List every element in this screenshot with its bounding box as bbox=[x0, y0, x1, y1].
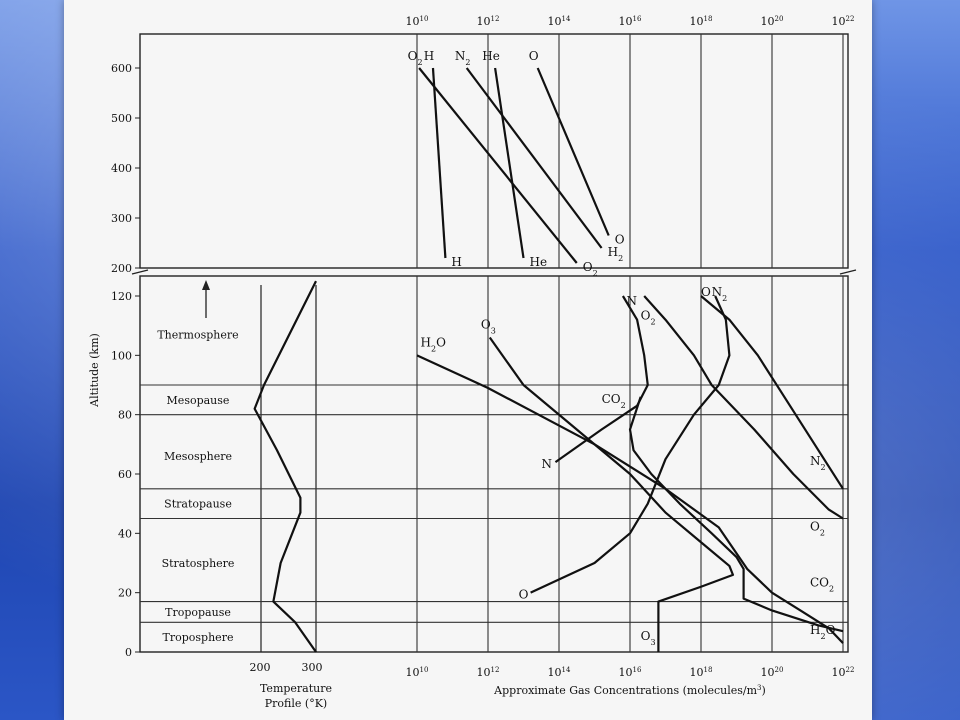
bottom-right-series-label: O2 bbox=[810, 519, 825, 537]
bottom-series-co2-line bbox=[628, 396, 844, 633]
chart-paper: 1010 1012 1014 1016 1018 1020 1022 600 500 400 300… bbox=[64, 0, 872, 720]
top-y-tick-label: 600 bbox=[111, 62, 132, 75]
bottom-right-series-label: O3 bbox=[641, 629, 656, 647]
top-y-tick-label: 200 bbox=[111, 262, 132, 275]
bottom-series-end-label: N bbox=[541, 457, 552, 471]
bottom-panel-frame bbox=[139, 275, 849, 653]
bottom-x-tick-label: 1020 bbox=[761, 666, 784, 679]
top-x-tick-label: 1018 bbox=[690, 15, 713, 28]
bottom-series-n-line bbox=[554, 295, 649, 464]
bottom-x-tick-label: 1022 bbox=[832, 666, 855, 679]
top-y-tick-label: 500 bbox=[111, 112, 132, 125]
top-series-h-line bbox=[431, 67, 447, 259]
temperature-axis-title: Profile (°K) bbox=[265, 697, 327, 710]
bottom-x-tick-label: 1018 bbox=[690, 666, 713, 679]
top-series-end-label: H2 bbox=[608, 245, 624, 263]
top-x-tick-label: 1022 bbox=[832, 15, 855, 28]
layer-label: Stratopause bbox=[164, 498, 232, 511]
axis-break-right bbox=[839, 269, 857, 275]
top-series-n2-line bbox=[465, 67, 603, 249]
layer-label: Mesopause bbox=[167, 394, 230, 407]
top-series-end-label: H bbox=[451, 255, 461, 269]
bottom-right-series-label: CO2 bbox=[810, 576, 834, 594]
top-series-o2-line bbox=[418, 67, 578, 264]
bottom-y-tick-label: 80 bbox=[118, 409, 132, 422]
temperature-tick-label: 200 bbox=[250, 661, 271, 674]
bottom-series-n2-line bbox=[700, 295, 844, 490]
top-x-tick-label: 1014 bbox=[548, 15, 571, 28]
top-series-end-label: O bbox=[615, 233, 625, 247]
bottom-x-tick-label: 1010 bbox=[406, 666, 429, 679]
bottom-series-o2-line bbox=[643, 295, 844, 520]
bottom-series-label: O3 bbox=[481, 318, 496, 336]
bottom-y-tick-label: 60 bbox=[118, 468, 132, 481]
layer-label: Troposphere bbox=[163, 631, 234, 644]
top-panel-frame bbox=[139, 33, 849, 269]
bottom-y-tick-label: 20 bbox=[118, 587, 132, 600]
bottom-x-tick-label: 1012 bbox=[477, 666, 500, 679]
bottom-series-label: CO2 bbox=[602, 392, 626, 410]
top-series-start-label: H bbox=[424, 49, 434, 63]
bottom-x-axis-title: Approximate Gas Concentrations (molecule… bbox=[493, 684, 766, 697]
bottom-series-label: N2 bbox=[712, 285, 728, 303]
top-series-start-label: N2 bbox=[455, 49, 471, 67]
bottom-series-label: H2O bbox=[421, 335, 447, 353]
bottom-series-o3-line bbox=[488, 336, 735, 652]
layer-label: Stratosphere bbox=[162, 557, 235, 570]
top-x-tick-label: 1012 bbox=[477, 15, 500, 28]
top-series-start-label: O bbox=[529, 49, 539, 63]
top-x-tick-label: 1016 bbox=[619, 15, 642, 28]
atmosphere-chart: 1010 1012 1014 1016 1018 1020 1022600500400300… bbox=[88, 15, 857, 710]
temperature-profile-line bbox=[253, 280, 317, 653]
top-y-tick-label: 300 bbox=[111, 212, 132, 225]
top-series-end-label: He bbox=[530, 255, 548, 269]
top-x-tick-label: 1010 bbox=[406, 15, 429, 28]
top-series-o-line bbox=[536, 67, 610, 236]
temperature-axis-title: Temperature bbox=[260, 682, 332, 695]
bottom-series-o-line bbox=[530, 295, 731, 594]
bottom-right-series-label: H2O bbox=[810, 623, 836, 641]
axis-break-left bbox=[131, 269, 149, 275]
top-series-he-line bbox=[494, 67, 525, 259]
top-series-end-label: O2 bbox=[583, 260, 598, 278]
bottom-series-label: O2 bbox=[641, 309, 656, 327]
top-x-tick-label: 1020 bbox=[761, 15, 784, 28]
temperature-tick-label: 300 bbox=[302, 661, 323, 674]
upward-arrow-head bbox=[202, 280, 210, 290]
bottom-y-tick-label: 100 bbox=[111, 349, 132, 362]
top-y-tick-label: 400 bbox=[111, 162, 132, 175]
top-series-start-label: He bbox=[482, 49, 500, 63]
bottom-right-series-label: N2 bbox=[810, 454, 826, 472]
bottom-y-tick-label: 120 bbox=[111, 290, 132, 303]
bottom-series-h2o-line bbox=[416, 354, 844, 644]
bottom-x-tick-label: 1014 bbox=[548, 666, 571, 679]
bottom-y-tick-label: 0 bbox=[125, 646, 132, 659]
bottom-series-end-label: O bbox=[519, 588, 529, 602]
layer-label: Mesosphere bbox=[164, 450, 232, 463]
bottom-y-tick-label: 40 bbox=[118, 527, 132, 540]
bottom-series-label: O bbox=[701, 285, 711, 299]
layer-label: Thermosphere bbox=[157, 329, 238, 342]
layer-label: Tropopause bbox=[165, 606, 231, 619]
bottom-x-tick-label: 1016 bbox=[619, 666, 642, 679]
bottom-y-axis-title: Altitude (km) bbox=[88, 333, 101, 408]
bottom-series-label: N bbox=[626, 294, 637, 308]
top-series-start-label: O2 bbox=[408, 49, 423, 67]
